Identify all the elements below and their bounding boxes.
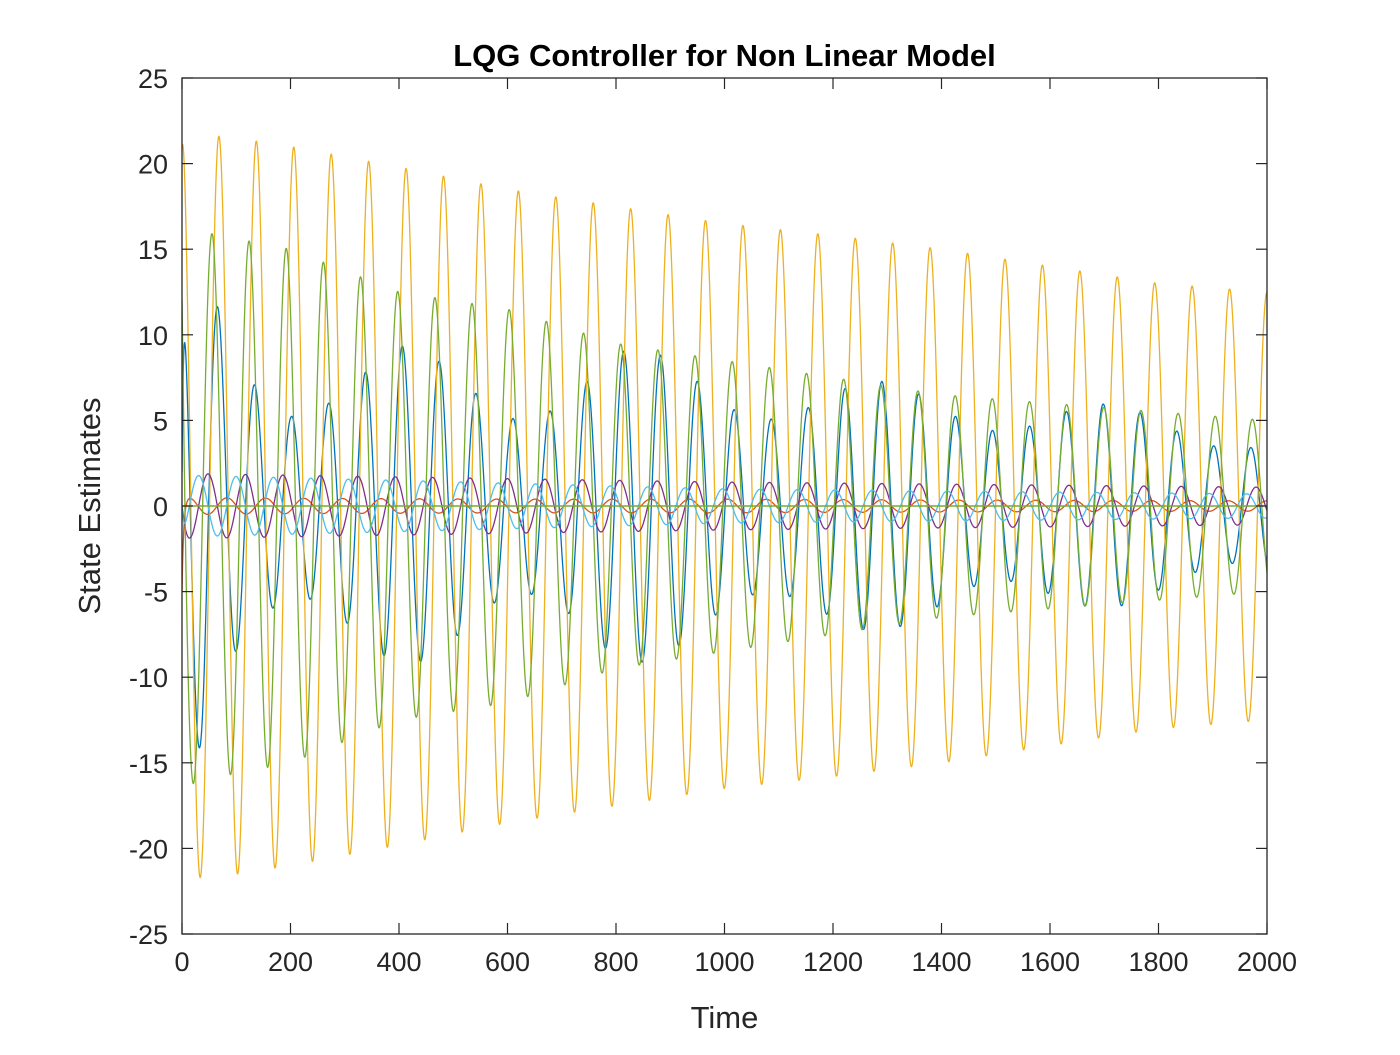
tick-layer: 0 200 400 600 800 1000 1200 1400 1600 1800 2000-25…: [129, 64, 1297, 977]
y-tick-label: -15: [129, 749, 168, 779]
x-tick-label: 1600: [1020, 947, 1080, 977]
y-tick-label: -25: [129, 920, 168, 950]
y-tick-label: 15: [138, 235, 168, 265]
x-tick-label: 1800: [1128, 947, 1188, 977]
y-tick-label: -20: [129, 834, 168, 864]
y-axis-label: State Estimates: [72, 397, 107, 614]
series-layer: [182, 135, 1267, 879]
x-tick-label: 2000: [1237, 947, 1297, 977]
chart-title: LQG Controller for Non Linear Model: [453, 38, 996, 73]
y-tick-label: 10: [138, 321, 168, 351]
x-tick-label: 1200: [803, 947, 863, 977]
series-line-state-4: [182, 473, 1267, 539]
x-tick-label: 600: [485, 947, 530, 977]
y-tick-label: 0: [153, 492, 168, 522]
x-tick-label: 400: [376, 947, 421, 977]
y-tick-label: 20: [138, 150, 168, 180]
x-tick-label: 0: [174, 947, 189, 977]
y-tick-label: 5: [153, 406, 168, 436]
x-tick-label: 200: [268, 947, 313, 977]
x-axis-label: Time: [691, 1000, 759, 1035]
x-tick-label: 800: [593, 947, 638, 977]
y-tick-label: -5: [144, 578, 168, 608]
series-line-state-3: [182, 135, 1267, 879]
series-line-state-6: [182, 474, 1267, 537]
series-line-state-5: [182, 233, 1267, 785]
x-tick-label: 1400: [911, 947, 971, 977]
y-tick-label: 25: [138, 64, 168, 94]
x-tick-label: 1000: [694, 947, 754, 977]
y-tick-label: -10: [129, 663, 168, 693]
